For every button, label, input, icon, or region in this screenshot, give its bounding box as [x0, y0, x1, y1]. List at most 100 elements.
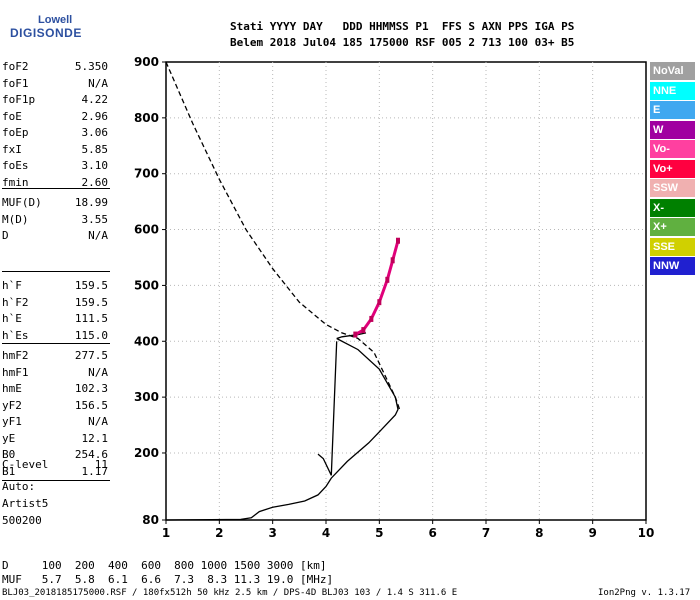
legend-item-nne: NNE — [650, 81, 695, 100]
x-tick-label: 2 — [215, 526, 223, 540]
param-fof1p: foF1p 4.22 — [2, 93, 108, 108]
param-name: yF2 — [2, 398, 22, 412]
echo-point — [377, 299, 382, 306]
param-name: MUF(D) — [2, 196, 42, 209]
separator — [2, 480, 110, 481]
param-value: 277.5 — [74, 349, 108, 362]
param-value: N/A — [88, 365, 108, 379]
param-b0: B0 254.6 — [2, 448, 108, 463]
param-yf1: yF1 N/A — [2, 415, 108, 430]
distance-row: D 100 200 400 600 800 1000 1500 3000 [km… — [2, 559, 327, 572]
param-hf: h`F 159.5 — [2, 279, 108, 294]
auto-artist: Artist5 — [2, 497, 49, 510]
status-left: BLJ03_2018185175000.RSF / 180fx512h 50 k… — [2, 588, 458, 598]
y-tick-label: 300 — [134, 390, 159, 404]
param-ye: yE 12.1 — [2, 432, 108, 447]
legend-item-e: E — [650, 101, 695, 119]
logo-line2: DIGISONDE — [10, 26, 82, 40]
echo-trace — [354, 240, 400, 336]
param-value: 1.17 — [81, 464, 109, 478]
param-value: 156.5 — [74, 398, 108, 412]
x-tick-label: 4 — [322, 526, 330, 540]
legend-item-x-: X+ — [650, 218, 695, 236]
param-name: fxI — [2, 142, 22, 156]
param-value: 254.6 — [74, 448, 108, 461]
y-tick-label: 400 — [134, 334, 159, 348]
param-name: foF2 — [2, 60, 29, 73]
x-tick-label: 9 — [588, 526, 596, 540]
status-right: Ion2Png v. 1.3.17 — [598, 588, 691, 598]
param-name: foEs — [2, 159, 29, 172]
legend-item-sse: SSE — [650, 237, 695, 256]
x-tick-label: 8 — [535, 526, 543, 540]
echo-point — [369, 315, 374, 322]
param-name: hmF2 — [2, 349, 29, 362]
param-value: 102.3 — [74, 382, 108, 395]
param-d: D N/A — [2, 229, 108, 244]
param-he: h`E 111.5 — [2, 312, 108, 327]
param-name: h`F2 — [2, 295, 29, 309]
param-value: 5.350 — [74, 60, 108, 73]
logo-line1: Lowell — [38, 14, 73, 26]
param-name: foF1p — [2, 93, 36, 106]
param-clevel: C-level 11 — [2, 458, 108, 471]
y-tick-label: 200 — [134, 446, 159, 460]
separator — [2, 343, 110, 344]
param-hmf2: hmF2 277.5 — [2, 349, 108, 364]
param-hf2: h`F2 159.5 — [2, 296, 108, 311]
param-name: fmin — [2, 175, 29, 189]
echo-point — [361, 327, 366, 334]
param-name: yE — [2, 431, 16, 445]
param-hme: hmE 102.3 — [2, 382, 108, 397]
param-hes: h`Es 115.0 — [2, 329, 108, 344]
param-fof2: foF2 5.350 — [2, 60, 108, 75]
param-name: h`F — [2, 279, 22, 292]
param-name: M(D) — [2, 212, 29, 226]
param-name: h`E — [2, 312, 22, 325]
legend-item-vo-: Vo+ — [650, 159, 695, 178]
param-name: D — [2, 229, 9, 242]
x-tick-label: 1 — [162, 526, 170, 540]
param-name: hmE — [2, 382, 22, 395]
profile-line — [317, 341, 338, 476]
param-value: 3.55 — [81, 212, 109, 226]
param-b1: B1 1.17 — [2, 465, 108, 480]
param-value: N/A — [88, 76, 108, 90]
param-value: 115.0 — [74, 328, 108, 342]
y-tick-label: 500 — [134, 278, 159, 292]
param-value: 5.85 — [81, 142, 109, 156]
legend-item-vo-: Vo- — [650, 140, 695, 158]
auto-label: Auto: — [2, 480, 36, 493]
param-name: yF1 — [2, 415, 22, 428]
param-name: hmF1 — [2, 365, 29, 379]
legend-item-nnw: NNW — [650, 257, 695, 275]
param-foes: foEs 3.10 — [2, 159, 108, 174]
muf-row: MUF 5.7 5.8 6.1 6.6 7.3 8.3 11.3 19.0 [M… — [2, 573, 334, 586]
echo-point — [385, 276, 390, 283]
param-value: 4.22 — [81, 93, 109, 106]
echo-point — [396, 237, 400, 244]
param-value: 159.5 — [74, 295, 108, 309]
auto-code: 500200 — [2, 514, 42, 527]
param-value: 3.06 — [81, 126, 109, 139]
param-name: h`Es — [2, 328, 29, 342]
x-tick-label: 6 — [428, 526, 436, 540]
param-foe: foE 2.96 — [2, 110, 108, 125]
y-tick-label: 900 — [134, 55, 159, 69]
param-value: 12.1 — [81, 431, 109, 445]
param-value: N/A — [88, 229, 108, 242]
x-tick-label: 7 — [482, 526, 490, 540]
header-row1: Stati YYYY DAY DDD HHMMSS P1 FFS S AXN P… — [230, 20, 575, 33]
y-tick-label: 600 — [134, 223, 159, 237]
param-value: 18.99 — [74, 196, 108, 209]
param-hmf1: hmF1 N/A — [2, 366, 108, 381]
param-mufd: MUF(D) 18.99 — [2, 196, 108, 211]
plot-frame — [165, 61, 647, 521]
x-tick-label: 10 — [638, 526, 655, 540]
echo-point — [353, 331, 358, 338]
param-name: B1 — [2, 464, 16, 478]
x-tick-label: 5 — [375, 526, 383, 540]
legend-item-noval: NoVal — [650, 62, 695, 80]
model-profile-line — [165, 61, 401, 410]
